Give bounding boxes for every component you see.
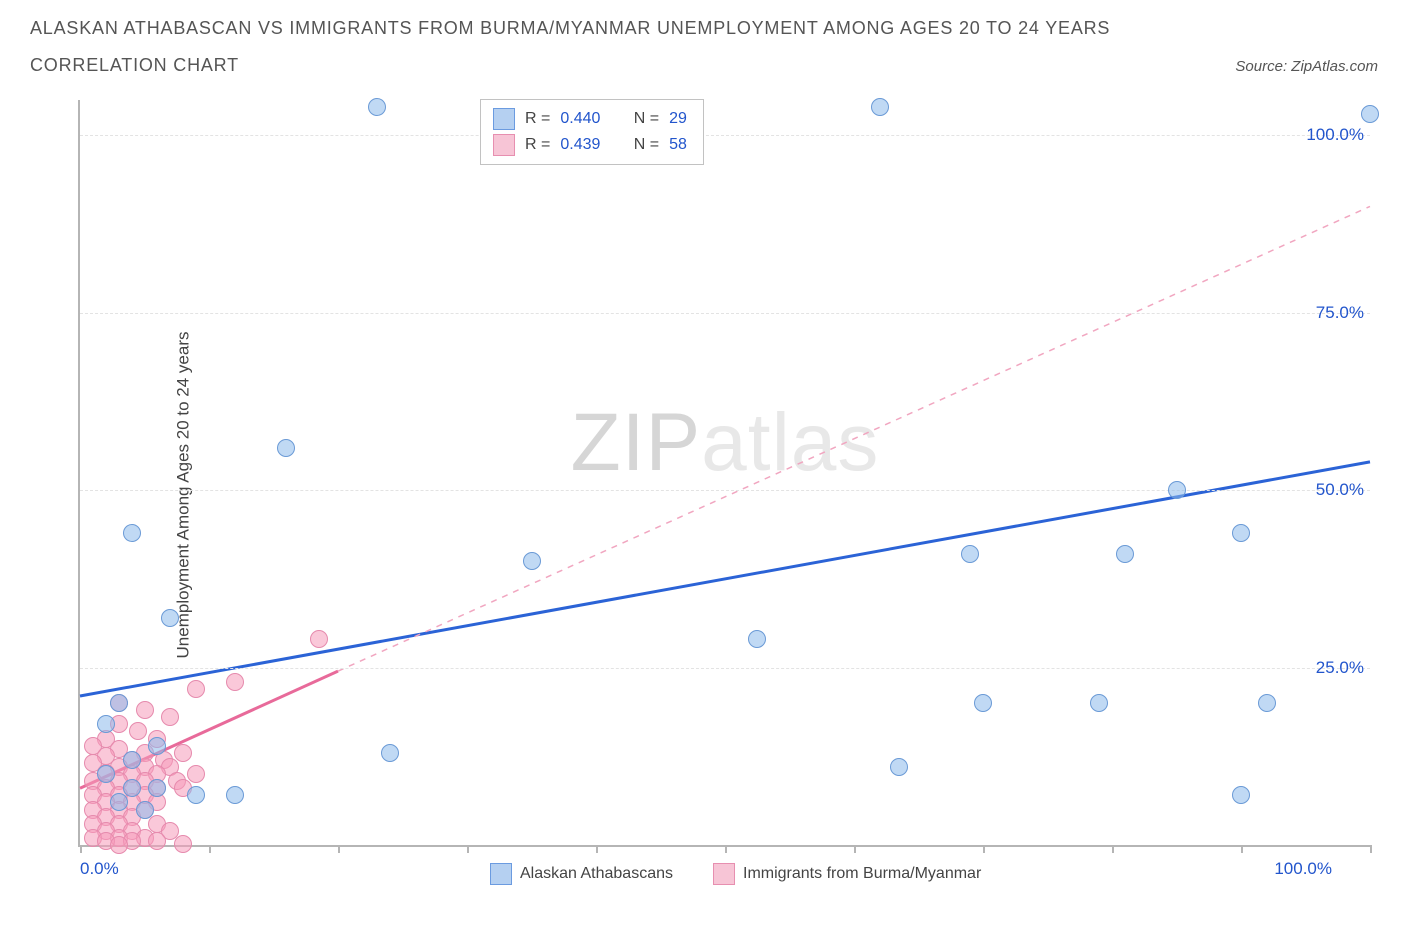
x-tick: [1241, 845, 1243, 853]
scatter-point-blue: [148, 737, 166, 755]
trend-lines: [80, 100, 1370, 845]
scatter-point-blue: [161, 609, 179, 627]
scatter-point-pink: [174, 835, 192, 853]
x-tick: [338, 845, 340, 853]
scatter-point-blue: [368, 98, 386, 116]
y-tick-label: 25.0%: [1316, 658, 1364, 678]
legend-label: Alaskan Athabascans: [520, 865, 673, 883]
scatter-point-blue: [1116, 545, 1134, 563]
scatter-point-blue: [1168, 481, 1186, 499]
scatter-point-blue: [148, 779, 166, 797]
x-tick: [209, 845, 211, 853]
scatter-point-pink: [161, 708, 179, 726]
legend-row: R = 0.440 N = 29: [493, 106, 687, 132]
legend-swatch-icon: [493, 108, 515, 130]
x-tick: [1112, 845, 1114, 853]
legend-swatch-icon: [490, 863, 512, 885]
legend-item: Alaskan Athabascans: [490, 863, 673, 885]
x-tick: [596, 845, 598, 853]
scatter-point-blue: [871, 98, 889, 116]
y-tick-label: 100.0%: [1306, 125, 1364, 145]
x-tick: [854, 845, 856, 853]
chart-source: Source: ZipAtlas.com: [1235, 58, 1378, 75]
scatter-point-blue: [123, 751, 141, 769]
gridline: [80, 313, 1370, 314]
scatter-point-pink: [187, 765, 205, 783]
scatter-point-blue: [1361, 105, 1379, 123]
scatter-point-blue: [1232, 524, 1250, 542]
scatter-point-blue: [748, 630, 766, 648]
x-tick: [467, 845, 469, 853]
scatter-point-blue: [974, 694, 992, 712]
plot-area: ZIPatlas R = 0.440 N = 29R = 0.439 N = 5…: [78, 100, 1370, 847]
scatter-point-blue: [1232, 786, 1250, 804]
scatter-point-blue: [97, 715, 115, 733]
chart-title-line2: CORRELATION CHART: [30, 55, 1406, 76]
x-tick-label: 100.0%: [1274, 859, 1332, 879]
x-tick: [983, 845, 985, 853]
x-tick-label: 0.0%: [80, 859, 119, 879]
x-tick: [725, 845, 727, 853]
scatter-point-blue: [890, 758, 908, 776]
x-tick: [80, 845, 82, 853]
legend-bottom: Alaskan Athabascans Immigrants from Burma…: [490, 863, 981, 885]
gridline: [80, 668, 1370, 669]
legend-top: R = 0.440 N = 29R = 0.439 N = 58: [480, 99, 704, 165]
scatter-point-pink: [187, 680, 205, 698]
scatter-point-pink: [226, 673, 244, 691]
scatter-point-blue: [961, 545, 979, 563]
x-tick: [1370, 845, 1372, 853]
legend-label: Immigrants from Burma/Myanmar: [743, 865, 981, 883]
scatter-point-blue: [110, 694, 128, 712]
scatter-point-pink: [310, 630, 328, 648]
scatter-point-blue: [187, 786, 205, 804]
scatter-point-blue: [277, 439, 295, 457]
legend-swatch-icon: [713, 863, 735, 885]
chart-container: Unemployment Among Ages 20 to 24 years Z…: [30, 100, 1380, 890]
scatter-point-blue: [1258, 694, 1276, 712]
scatter-point-pink: [129, 722, 147, 740]
scatter-point-blue: [523, 552, 541, 570]
scatter-point-blue: [381, 744, 399, 762]
chart-title-line1: ALASKAN ATHABASCAN VS IMMIGRANTS FROM BU…: [30, 18, 1406, 39]
scatter-point-pink: [110, 836, 128, 854]
legend-item: Immigrants from Burma/Myanmar: [713, 863, 981, 885]
y-tick-label: 50.0%: [1316, 480, 1364, 500]
scatter-point-blue: [97, 765, 115, 783]
legend-row: R = 0.439 N = 58: [493, 132, 687, 158]
legend-swatch-icon: [493, 134, 515, 156]
gridline: [80, 135, 1370, 136]
scatter-point-blue: [123, 779, 141, 797]
scatter-point-pink: [174, 744, 192, 762]
scatter-point-blue: [123, 524, 141, 542]
scatter-point-blue: [110, 793, 128, 811]
scatter-point-blue: [1090, 694, 1108, 712]
scatter-point-blue: [226, 786, 244, 804]
scatter-point-blue: [136, 801, 154, 819]
y-tick-label: 75.0%: [1316, 303, 1364, 323]
scatter-point-pink: [148, 832, 166, 850]
scatter-point-pink: [136, 701, 154, 719]
